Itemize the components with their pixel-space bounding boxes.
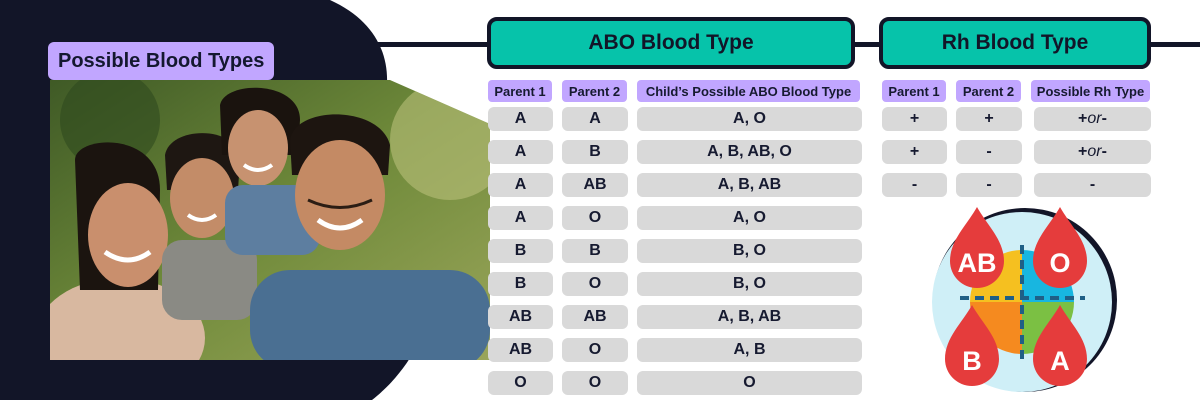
abo-row8-parent2: O <box>562 338 628 362</box>
abo-row6-child: B, O <box>637 272 862 296</box>
abo-row2-parent2: B <box>562 140 628 164</box>
rh-col-possible: Possible Rh Type <box>1031 80 1150 102</box>
or-word: or <box>1087 143 1102 160</box>
abo-row1-parent1: A <box>488 107 553 131</box>
abo-row1-parent2: A <box>562 107 628 131</box>
rh-row1-possible: + or - <box>1034 107 1151 131</box>
rh-section-header: Rh Blood Type <box>879 17 1151 69</box>
blood-drop-label: B <box>962 346 982 376</box>
rh-col-parent1: Parent 1 <box>882 80 946 102</box>
abo-row8-parent1: AB <box>488 338 553 362</box>
abo-row7-parent1: AB <box>488 305 553 329</box>
rh-row3-possible: - <box>1034 173 1151 197</box>
rh-row2-possible: + or - <box>1034 140 1151 164</box>
abo-row3-parent2: AB <box>562 173 628 197</box>
abo-row4-child: A, O <box>637 206 862 230</box>
abo-row9-child: O <box>637 371 862 395</box>
abo-row4-parent1: A <box>488 206 553 230</box>
abo-col-parent1: Parent 1 <box>488 80 552 102</box>
blood-drop-ab-icon: AB <box>950 207 1004 288</box>
abo-section-header: ABO Blood Type <box>487 17 855 69</box>
blood-drop-label: A <box>1050 346 1070 376</box>
blood-drop-a-icon: A <box>1033 305 1087 386</box>
connector-line <box>370 42 495 47</box>
connector-line <box>850 42 885 47</box>
abo-row9-parent1: O <box>488 371 553 395</box>
blood-drop-o-icon: O <box>1033 207 1087 288</box>
rh-row2-parent2: - <box>956 140 1022 164</box>
abo-row4-parent2: O <box>562 206 628 230</box>
photo-title: Possible Blood Types <box>48 42 275 80</box>
rh-row2-parent1: + <box>882 140 947 164</box>
abo-row5-parent2: B <box>562 239 628 263</box>
abo-row1-child: A, O <box>637 107 862 131</box>
rh-row3-parent1: - <box>882 173 947 197</box>
abo-row3-parent1: A <box>488 173 553 197</box>
rh-col-parent2: Parent 2 <box>956 80 1021 102</box>
blood-drop-label: AB <box>958 248 997 278</box>
rh-row3-parent2: - <box>956 173 1022 197</box>
abo-col-parent2: Parent 2 <box>562 80 627 102</box>
rh-row1-parent1: + <box>882 107 947 131</box>
abo-row2-parent1: A <box>488 140 553 164</box>
abo-row2-child: A, B, AB, O <box>637 140 862 164</box>
abo-row5-child: B, O <box>637 239 862 263</box>
connector-line <box>1145 42 1200 47</box>
abo-row7-parent2: AB <box>562 305 628 329</box>
abo-col-child: Child’s Possible ABO Blood Type <box>637 80 860 102</box>
abo-row9-parent2: O <box>562 371 628 395</box>
abo-row5-parent1: B <box>488 239 553 263</box>
abo-row7-child: A, B, AB <box>637 305 862 329</box>
or-word: or <box>1087 110 1102 127</box>
family-photo <box>50 80 490 360</box>
abo-row6-parent1: B <box>488 272 553 296</box>
abo-row6-parent2: O <box>562 272 628 296</box>
rh-row1-parent2: + <box>956 107 1022 131</box>
blood-drop-label: O <box>1049 248 1070 278</box>
blood-type-icon: AB O B A <box>932 207 1117 392</box>
blood-drop-b-icon: B <box>945 305 999 386</box>
abo-row8-child: A, B <box>637 338 862 362</box>
abo-row3-child: A, B, AB <box>637 173 862 197</box>
